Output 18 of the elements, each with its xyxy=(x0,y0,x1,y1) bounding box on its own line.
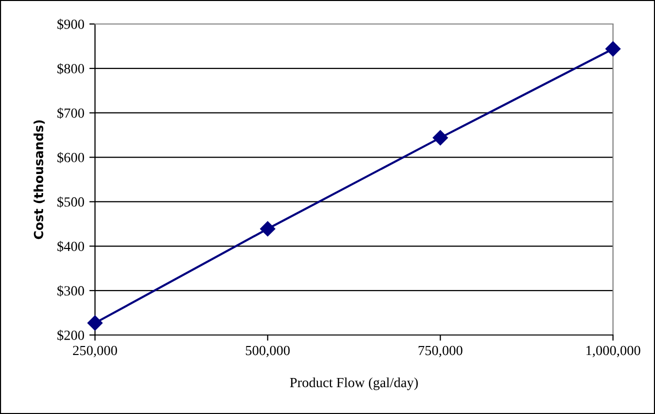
y-tick-label: $300 xyxy=(57,285,84,296)
y-tick-label: $600 xyxy=(57,152,84,164)
y-tick-label: $400 xyxy=(57,240,84,252)
x-tick-label: 1,000,000 xyxy=(586,346,640,358)
y-tick-label: $700 xyxy=(57,108,84,119)
y-tick-label: $900 xyxy=(57,18,84,30)
point xyxy=(260,221,276,236)
y-tick-label: $200 xyxy=(57,330,84,341)
point xyxy=(87,315,103,331)
x-tick-label: 500,000 xyxy=(246,346,290,358)
x-tick-label: 750,000 xyxy=(418,346,462,358)
y-axis-title: Cost (thousands) xyxy=(34,120,45,240)
x-tick-label: 250,000 xyxy=(73,346,118,358)
y-tick-label: $500 xyxy=(57,196,84,208)
point xyxy=(605,41,621,56)
x-axis-title: Product Flow (gal/day) xyxy=(290,377,418,390)
y-tick-label: $800 xyxy=(57,63,84,74)
point xyxy=(432,130,448,146)
